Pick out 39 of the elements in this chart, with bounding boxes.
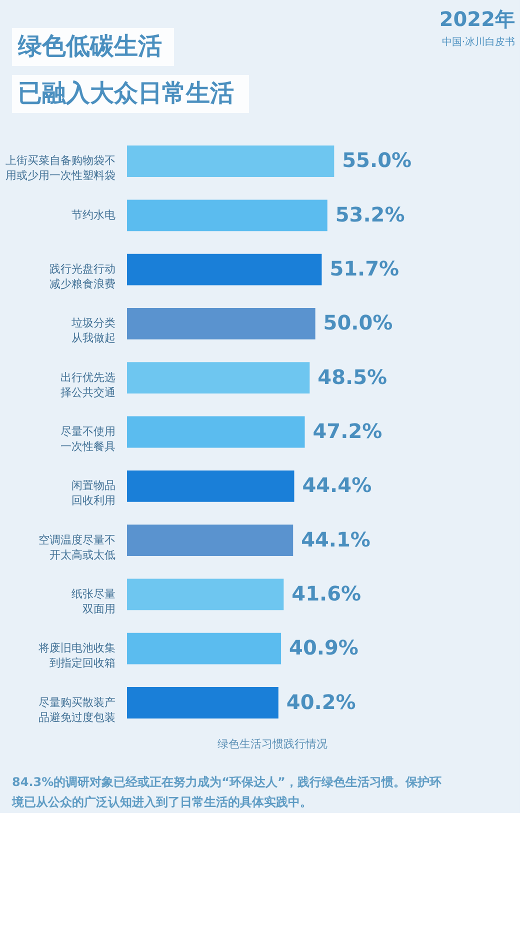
- text: 中国·冰川白皮书: [442, 36, 515, 48]
- y-tick-label: 尽量不使用一次性餐具: [60, 425, 116, 453]
- y-tick-label: 节约水电: [72, 208, 116, 222]
- bar: [127, 687, 278, 718]
- bar: [127, 308, 316, 340]
- data-label: 47.2%: [312, 419, 382, 443]
- bar: [127, 146, 334, 177]
- data-label: 40.9%: [289, 636, 358, 660]
- data-label: 48.5%: [318, 364, 388, 389]
- y-tick-label: 垃圾分类从我做起: [70, 316, 116, 345]
- data-label: 41.6%: [292, 581, 362, 606]
- bar: [127, 254, 322, 286]
- data-label: 40.2%: [286, 690, 356, 714]
- data-label: 44.1%: [301, 527, 370, 552]
- bar: [127, 524, 294, 556]
- y-tick-label: 出行优先选择公共交通: [60, 370, 116, 399]
- chart-subtitle: 已融入大众日常生活: [18, 79, 234, 107]
- data-label: 50.0%: [323, 310, 393, 335]
- bar: [127, 362, 310, 394]
- chart-title: 绿色低碳生活: [17, 32, 162, 60]
- bar: [127, 416, 305, 448]
- y-tick-label: 纸张尽量双面用: [72, 587, 116, 616]
- data-label: 44.4%: [302, 473, 372, 498]
- data-label: 53.2%: [335, 202, 405, 226]
- bar: [127, 578, 284, 610]
- data-label: 51.7%: [330, 256, 400, 281]
- y-tick-label: 上街买菜自备购物袋不用或少用一次性塑料袋: [6, 154, 116, 182]
- text: 2022年: [439, 7, 515, 31]
- bar: [127, 470, 294, 502]
- bar: [127, 632, 282, 664]
- y-tick-label: 空调温度尽量不开太高或太低: [38, 533, 116, 562]
- text: 84.3%的调研对象已经或正在努力成为“环保达人”，践行绿色生活习惯。保护环境已从公众的广泛认知进入到了日常生活的具体实践中。: [11, 775, 442, 809]
- y-tick-label: 将废旧电池收集到指定回收箱: [38, 642, 116, 670]
- y-tick-label: 尽量购买散装产品避免过度包装: [38, 696, 116, 724]
- x-axis-title: 绿色生活习惯践行情况: [218, 738, 328, 750]
- data-label: 55.0%: [342, 148, 412, 172]
- y-tick-label: 践行光盘行动减少粮食浪费: [50, 262, 116, 291]
- y-tick-label: 闲置物品回收利用: [72, 479, 116, 508]
- bar: [127, 200, 328, 232]
